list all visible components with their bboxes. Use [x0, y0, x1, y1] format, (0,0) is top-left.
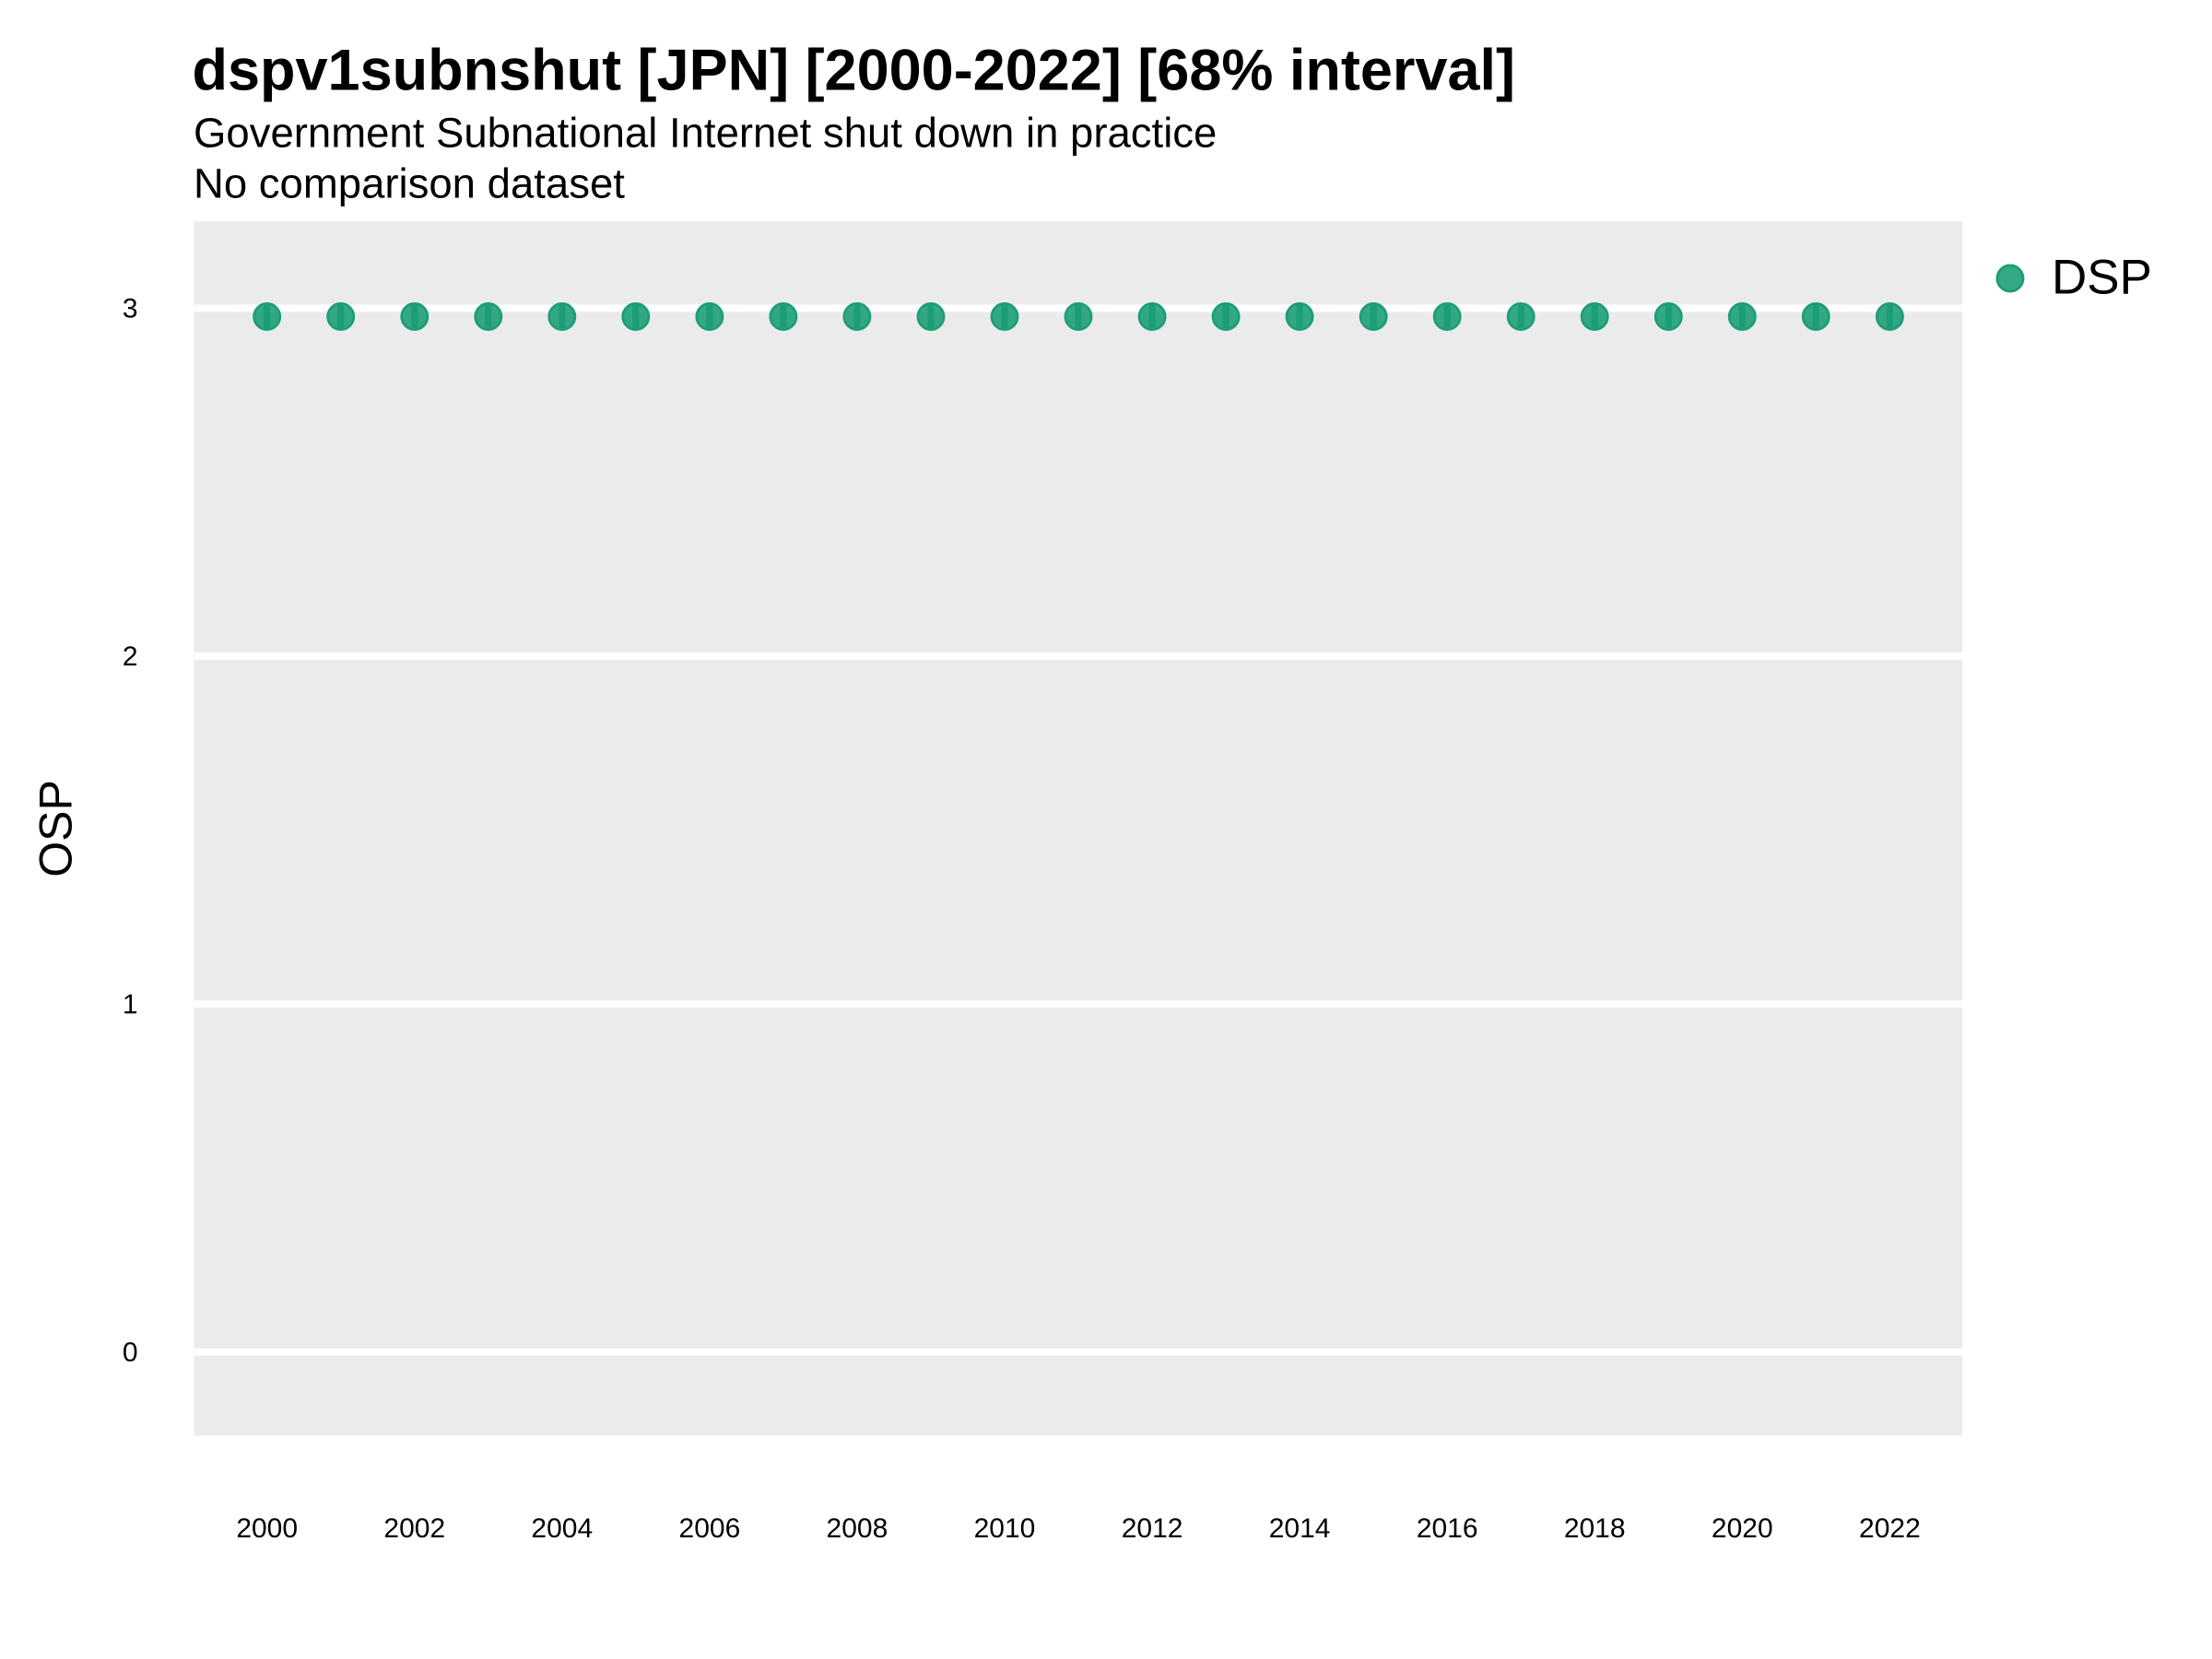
svg-text:2022: 2022	[1859, 1513, 1921, 1544]
svg-text:2014: 2014	[1269, 1513, 1331, 1544]
svg-text:No comparison dataset: No comparison dataset	[194, 159, 625, 206]
svg-text:2: 2	[123, 641, 138, 672]
svg-text:2008: 2008	[827, 1513, 888, 1544]
svg-text:dspv1subnshut [JPN] [2000-2022: dspv1subnshut [JPN] [2000-2022] [68% int…	[193, 39, 1515, 103]
svg-text:2006: 2006	[679, 1513, 741, 1544]
svg-text:2016: 2016	[1417, 1513, 1478, 1544]
svg-text:2020: 2020	[1712, 1513, 1773, 1544]
svg-text:1: 1	[123, 990, 138, 1020]
svg-text:DSP: DSP	[2052, 251, 2152, 305]
svg-text:OSP: OSP	[30, 780, 82, 877]
svg-text:2012: 2012	[1122, 1513, 1183, 1544]
svg-text:2018: 2018	[1564, 1513, 1626, 1544]
svg-text:Government Subnational Interne: Government Subnational Internet shut dow…	[194, 110, 1217, 157]
svg-text:2010: 2010	[974, 1513, 1036, 1544]
svg-text:2000: 2000	[236, 1513, 298, 1544]
svg-text:2004: 2004	[531, 1513, 593, 1544]
svg-text:0: 0	[123, 1337, 138, 1368]
svg-text:3: 3	[123, 294, 138, 324]
svg-text:2002: 2002	[383, 1513, 445, 1544]
